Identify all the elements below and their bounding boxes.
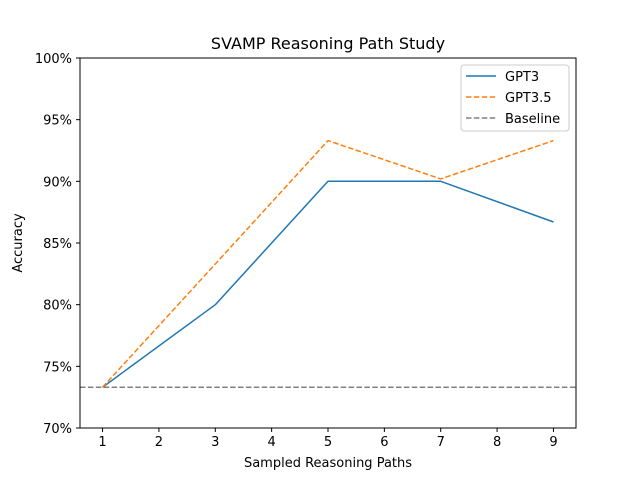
series-line-gpt35 [101, 139, 554, 388]
x-tick-label: 6 [380, 435, 388, 450]
plot-lines [80, 139, 576, 389]
y-axis-label: Accuracy [11, 213, 26, 273]
x-tick-label: 7 [437, 435, 445, 450]
x-tick-label: 4 [267, 435, 275, 450]
x-tick-label: 3 [211, 435, 219, 450]
legend: GPT3 GPT3.5 Baseline [460, 64, 570, 132]
x-axis-ticks: 1 2 3 4 5 6 7 8 9 [98, 428, 558, 450]
y-tick-label: 85% [43, 237, 72, 252]
legend-label-gpt35: GPT3.5 [505, 91, 552, 106]
legend-label-gpt3: GPT3 [505, 70, 539, 85]
y-tick-label: 80% [43, 299, 72, 314]
y-tick-label: 70% [43, 422, 72, 437]
x-tick-label: 9 [549, 435, 557, 450]
x-tick-label: 5 [324, 435, 332, 450]
y-tick-label: 100% [35, 52, 72, 67]
y-tick-label: 90% [43, 175, 72, 190]
plot-frame [79, 57, 577, 429]
y-axis-ticks: 70% 75% 80% 85% 90% 95% 100% [35, 52, 80, 437]
x-tick-label: 8 [493, 435, 501, 450]
chart-title: SVAMP Reasoning Path Study [211, 34, 445, 53]
y-tick-label: 75% [43, 360, 72, 375]
legend-label-baseline: Baseline [505, 112, 560, 127]
legend-box [460, 64, 570, 132]
x-tick-label: 2 [155, 435, 163, 450]
x-axis-label: Sampled Reasoning Paths [244, 456, 412, 471]
x-tick-label: 1 [98, 435, 106, 450]
y-tick-label: 95% [43, 114, 72, 129]
series-line-gpt3 [102, 180, 554, 388]
